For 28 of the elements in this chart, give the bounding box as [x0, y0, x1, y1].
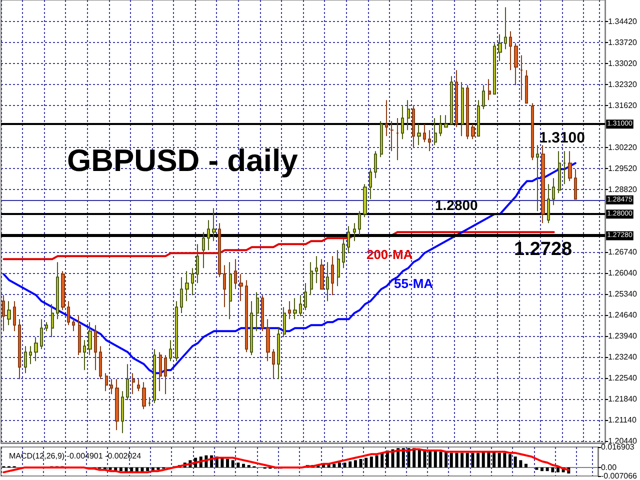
annotation: 1.3100 [539, 130, 585, 147]
y-tick-label: 1.20440 [608, 436, 638, 446]
series-label: 200-MA [366, 247, 414, 262]
y-tick-label: 1.28820 [608, 185, 638, 194]
y-tick-label: 1.33720 [608, 38, 638, 48]
y-tick-label: 1.26740 [608, 247, 638, 256]
y-tick-label: 1.25340 [608, 289, 638, 298]
y-tick-label: 1.23940 [608, 331, 638, 340]
y-tick-label: 0.016903 [600, 442, 635, 452]
annotation: 1.2728 [514, 239, 572, 260]
y-tick-label: 1.23240 [608, 352, 638, 362]
annotation: 1.2800 [435, 197, 478, 214]
y-tick-label: 1.31620 [608, 101, 638, 110]
series-label: 55-MA [394, 276, 434, 292]
y-tick-label: 1.30220 [608, 143, 638, 152]
y-tick-label: 1.32320 [608, 80, 638, 90]
y-tick-label: -0.007066 [600, 472, 638, 480]
y-tick-label: 1.26040 [608, 268, 638, 278]
y-tick-label: 0.00 [600, 462, 618, 472]
y-tick-label: 1.21140 [608, 415, 637, 424]
y-tick-label: 1.22540 [608, 373, 638, 382]
y-tick-label: 1.21840 [608, 394, 638, 404]
text: GBPUSD - daily [67, 143, 299, 178]
text: MACD(12,26,9) -0.004901 -0.002024 [9, 452, 142, 460]
y-tick-label: 1.29520 [608, 164, 638, 174]
y-tick-label: 1.24640 [608, 310, 638, 320]
y-tick-label: 1.34420 [608, 17, 638, 26]
y-tick-label: 1.33020 [608, 59, 638, 68]
